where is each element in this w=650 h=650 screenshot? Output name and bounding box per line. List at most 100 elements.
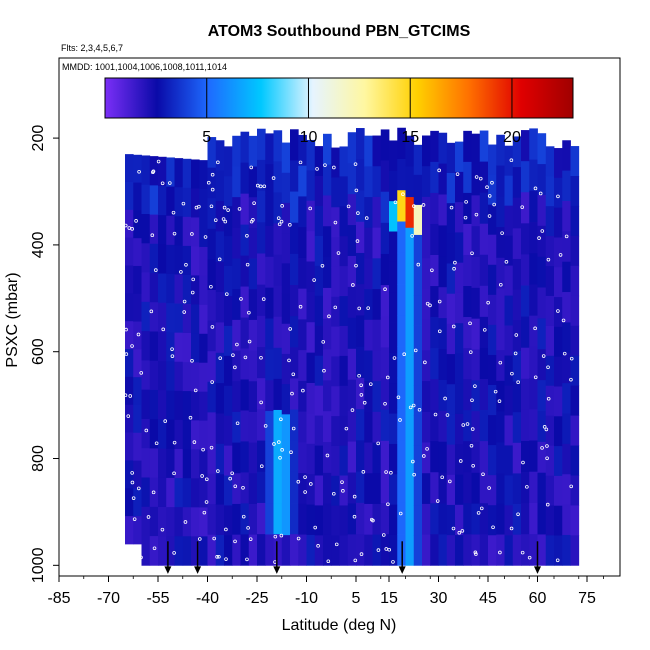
x-tick-label: -10 xyxy=(295,590,318,607)
heatmap-cell xyxy=(372,473,382,505)
sample-point xyxy=(465,422,470,426)
heatmap-cell xyxy=(496,319,505,351)
heatmap-cell xyxy=(306,504,316,536)
heatmap-cell xyxy=(463,223,472,256)
heatmap-cell xyxy=(455,171,464,203)
heatmap-cell xyxy=(240,503,250,535)
heatmap-cell xyxy=(141,155,151,186)
heatmap-cell xyxy=(191,449,200,479)
heatmap-cell xyxy=(331,356,340,387)
heatmap-cell xyxy=(488,505,497,536)
heatmap-cell xyxy=(537,225,547,258)
heatmap-cell xyxy=(496,473,505,505)
heatmap-cell xyxy=(265,195,274,227)
sample-point xyxy=(354,188,359,193)
heatmap-cell xyxy=(545,445,555,476)
heatmap-cell xyxy=(265,411,274,443)
heatmap-cell xyxy=(248,350,258,382)
heatmap-cell xyxy=(191,246,200,276)
heatmap-cell xyxy=(438,441,448,474)
heatmap-cell xyxy=(488,294,497,326)
heatmap-cell xyxy=(570,205,580,237)
heatmap-cell xyxy=(545,206,555,237)
heatmap-cell xyxy=(521,503,530,535)
heatmap-cell xyxy=(537,380,547,412)
heatmap-cell xyxy=(240,162,250,195)
heatmap-cell xyxy=(405,319,415,351)
heatmap-cell xyxy=(356,534,365,566)
heatmap-cell xyxy=(545,535,555,566)
heatmap-cell xyxy=(471,349,481,381)
heatmap-cell xyxy=(413,234,423,266)
sample-point xyxy=(473,550,478,555)
heatmap-cell xyxy=(529,471,538,504)
heatmap-cell xyxy=(141,214,151,244)
sample-point xyxy=(301,388,305,393)
heatmap-cell xyxy=(133,516,142,545)
sample-point xyxy=(134,219,138,223)
heatmap-cell xyxy=(405,442,415,474)
sample-point xyxy=(498,360,503,365)
heatmap-cell xyxy=(339,415,349,447)
sample-point xyxy=(383,287,387,292)
sample-point xyxy=(298,160,303,165)
heatmap-cell xyxy=(446,323,456,355)
heatmap-cell xyxy=(512,167,522,199)
heatmap-cell xyxy=(356,159,365,191)
heatmap-cell xyxy=(512,504,522,536)
sample-point xyxy=(376,441,380,446)
sample-point xyxy=(411,403,416,408)
heatmap-cell xyxy=(125,209,134,239)
heatmap-cell xyxy=(372,227,382,259)
heatmap-cell xyxy=(463,286,472,318)
colorbar-tick-label: 20 xyxy=(503,129,521,146)
sample-point xyxy=(170,354,175,358)
heatmap-cell xyxy=(240,348,250,380)
heatmap-cell xyxy=(372,289,382,321)
sample-point xyxy=(210,187,215,192)
heatmap-cell xyxy=(323,195,332,227)
heatmap-cell xyxy=(240,286,250,318)
sample-point xyxy=(139,555,143,560)
heatmap-cell xyxy=(504,355,514,386)
heatmap-cell xyxy=(364,442,373,474)
sample-point xyxy=(562,351,567,356)
heatmap-cell xyxy=(372,411,382,443)
heatmap-cell xyxy=(413,415,423,446)
heatmap-cell xyxy=(471,195,481,227)
sample-point xyxy=(191,277,196,282)
heatmap-cell xyxy=(306,383,316,414)
sample-point xyxy=(192,440,197,444)
heatmap-cell xyxy=(347,255,357,288)
sample-point xyxy=(126,414,131,418)
heatmap-cell xyxy=(455,444,464,475)
sample-point xyxy=(171,210,176,215)
heatmap-cell xyxy=(323,442,332,474)
heatmap-cell xyxy=(199,275,208,306)
heatmap-cell xyxy=(306,200,316,232)
flights-note: Flts: 2,3,4,5,6,7 xyxy=(61,43,123,53)
heatmap-cell xyxy=(529,128,538,161)
heatmap-cell xyxy=(133,377,142,406)
heatmap-cell xyxy=(281,233,291,264)
heatmap-cell xyxy=(562,443,571,475)
sample-point xyxy=(437,329,442,334)
sample-point xyxy=(525,485,529,489)
heatmap-cell xyxy=(281,384,291,415)
sample-point xyxy=(136,486,141,491)
sample-point xyxy=(533,186,538,191)
sample-point xyxy=(333,305,338,310)
sample-point xyxy=(493,389,498,394)
heatmap-cell xyxy=(125,460,134,489)
sample-point xyxy=(341,489,345,493)
sample-point xyxy=(150,233,155,237)
heatmap-cell xyxy=(298,503,307,535)
heatmap-cell xyxy=(290,440,299,473)
heatmap-cell xyxy=(405,350,415,382)
heatmap-cell xyxy=(512,350,522,382)
heatmap-cell xyxy=(380,347,390,379)
heatmap-cell xyxy=(314,505,324,536)
heatmap-cell xyxy=(545,325,555,357)
heatmap-cell xyxy=(512,228,522,260)
heatmap-cell xyxy=(191,159,200,189)
